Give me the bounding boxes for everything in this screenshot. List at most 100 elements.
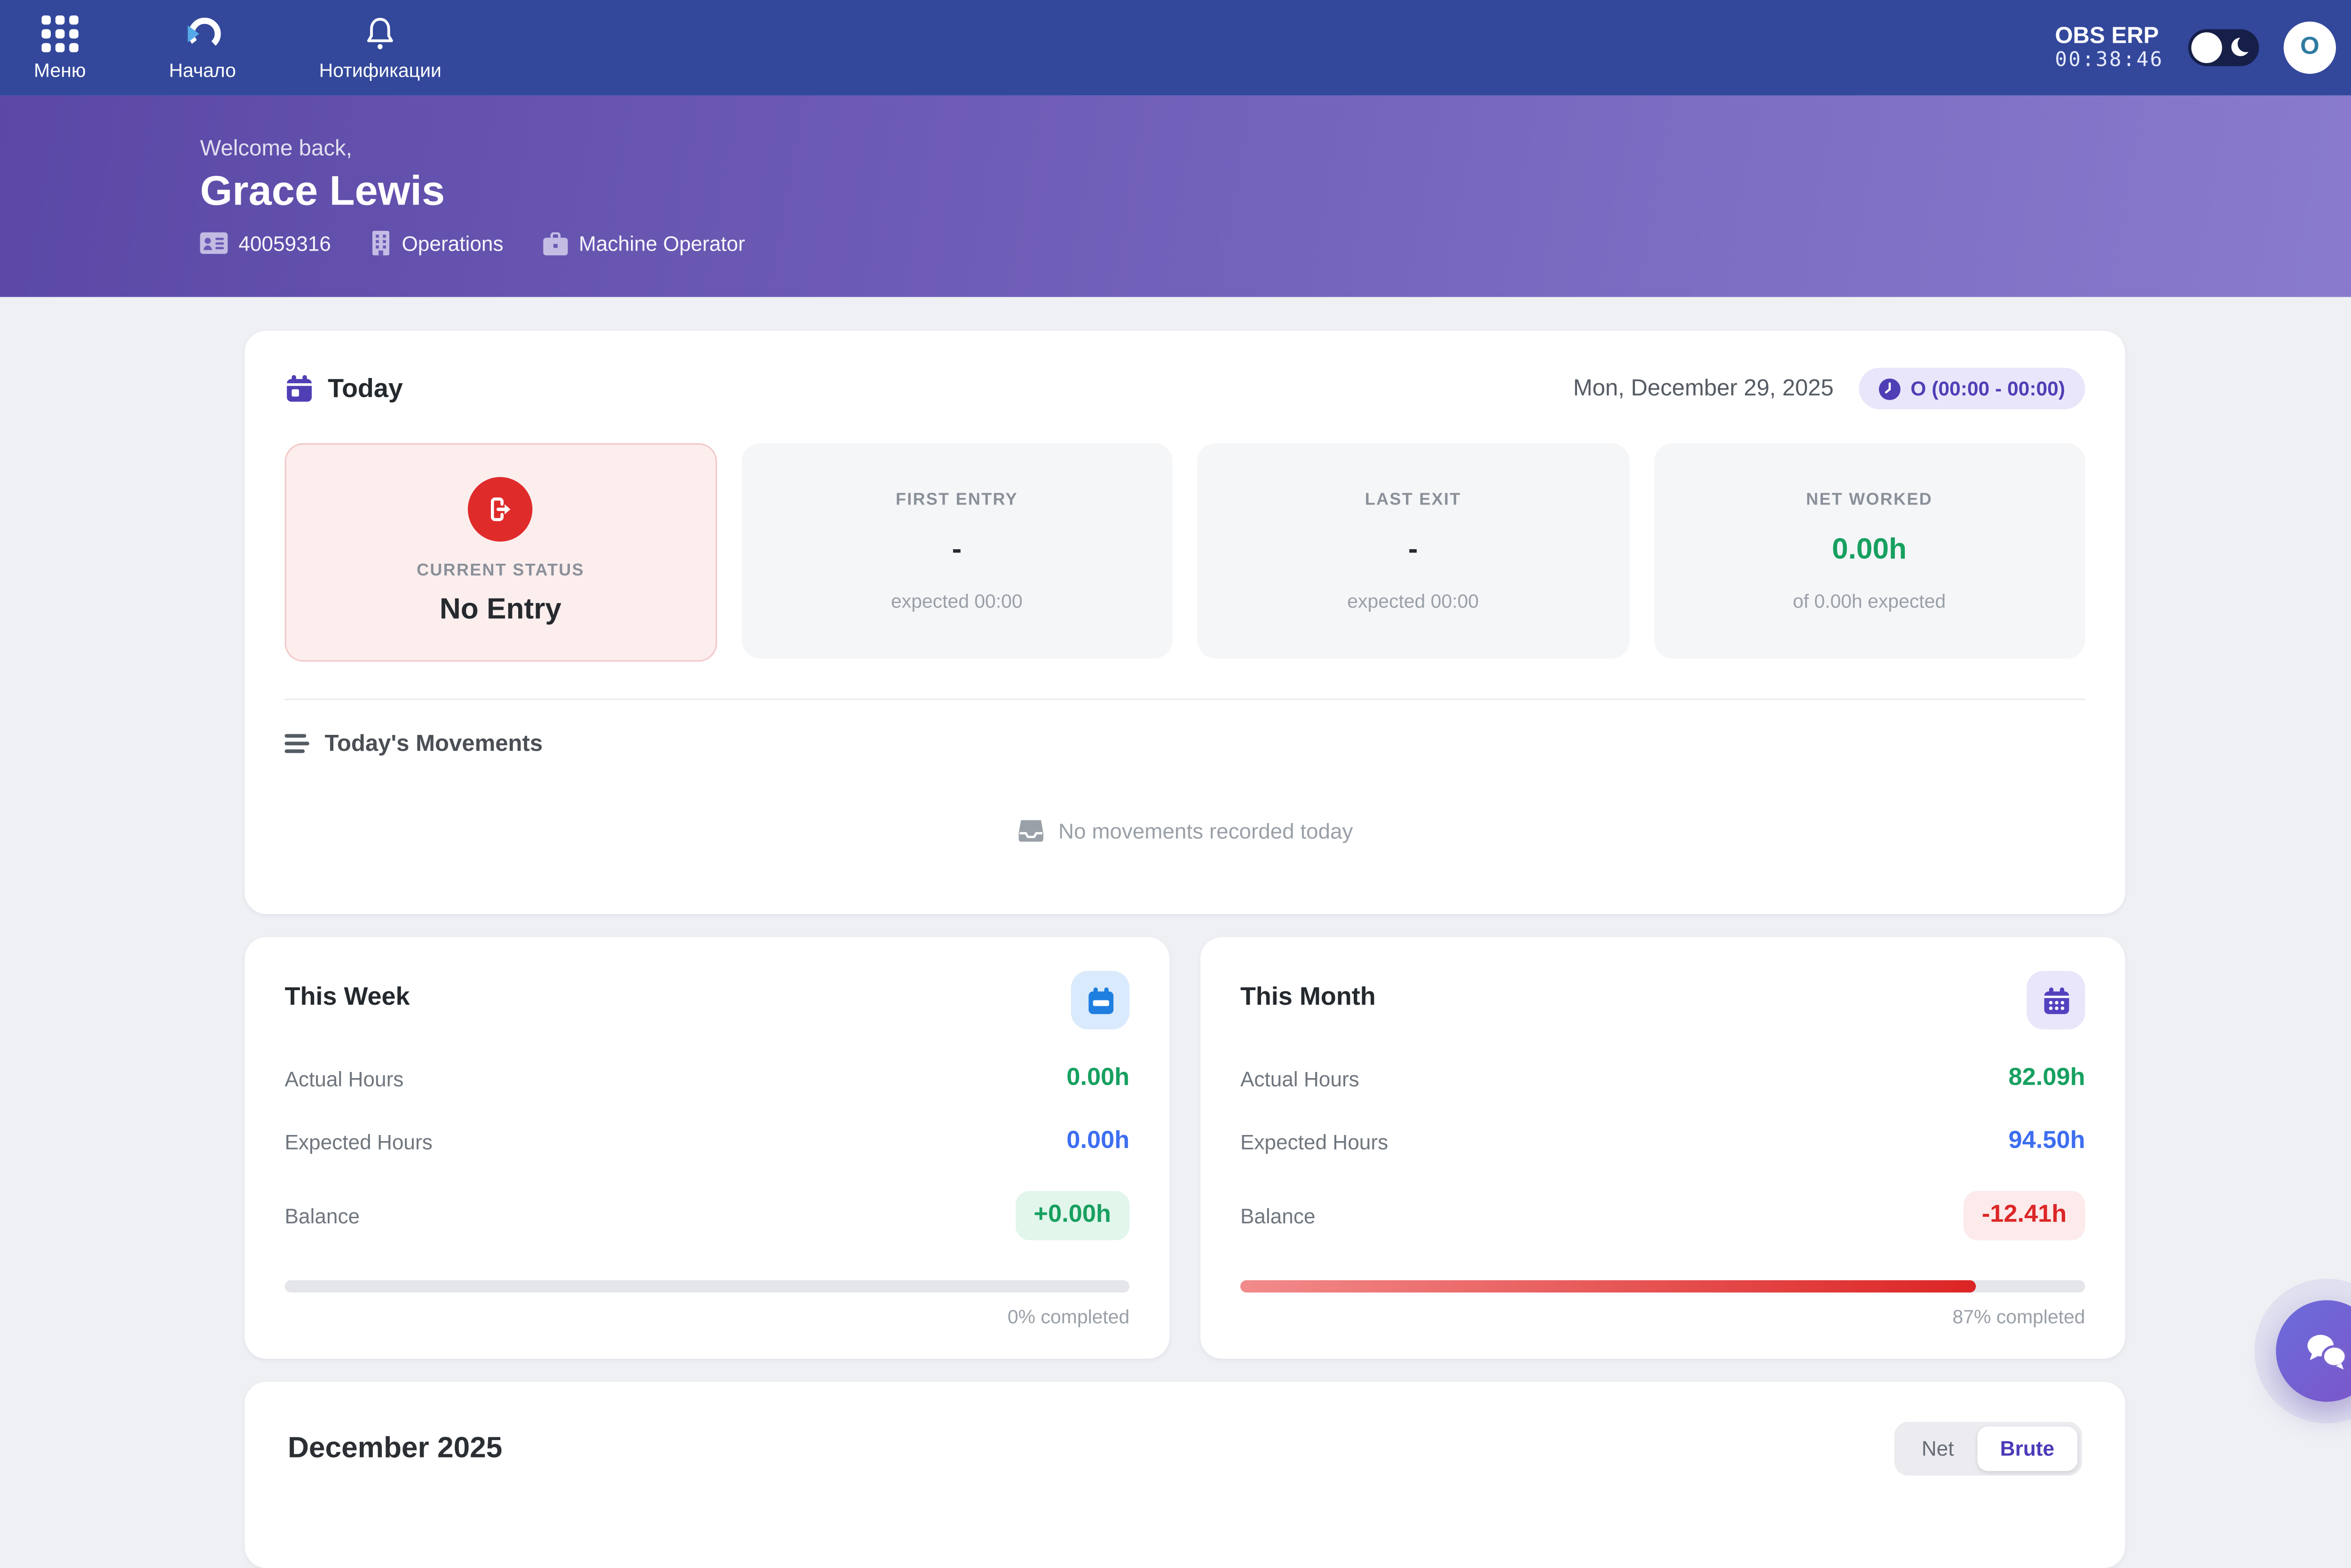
week-completed-text: 0% completed [1007, 1306, 1130, 1328]
month-expected-row: Expected Hours 94.50h [1240, 1128, 2085, 1156]
week-balance-row: Balance +0.00h [284, 1191, 1130, 1240]
brand-clock: 00:38:46 [2055, 49, 2164, 72]
month-balance-label: Balance [1240, 1204, 1316, 1228]
first-entry-expected: expected 00:00 [891, 590, 1023, 612]
brand-title: OBS ERP [2055, 23, 2159, 49]
hero-meta: 40059316 Operations Machine Oper [200, 230, 2351, 256]
week-title: This Week [284, 983, 410, 1011]
last-exit-label: LAST EXIT [1365, 490, 1461, 509]
calendar-icon [287, 375, 312, 402]
today-title: Today [328, 373, 403, 402]
employee-id-item: 40059316 [200, 232, 331, 255]
bell-icon [363, 15, 397, 52]
month-actual-row: Actual Hours 82.09h [1240, 1065, 2085, 1093]
chat-bubbles-icon [2307, 1335, 2347, 1370]
schedule-badge-text: O (00:00 - 00:00) [1910, 377, 2066, 400]
clock-icon [1878, 378, 1900, 400]
month-section-title: December 2025 [288, 1432, 503, 1465]
status-circle [468, 477, 533, 542]
month-expected-label: Expected Hours [1240, 1130, 1389, 1153]
this-month-card: This Month Actual Hours [1200, 937, 2125, 1359]
today-card: Today Mon, December 29, 2025 O (00:00 - … [245, 331, 2125, 914]
month-actual-label: Actual Hours [1240, 1067, 1359, 1090]
chat-fab-button[interactable] [2276, 1300, 2351, 1402]
week-expected-value: 0.00h [1066, 1127, 1130, 1154]
welcome-text: Welcome back, [200, 137, 352, 162]
week-icon-badge [1071, 971, 1130, 1030]
job-title: Machine Operator [578, 231, 745, 255]
nav-home-label: Начало [169, 59, 236, 81]
month-calendar-icon [2043, 986, 2068, 1014]
nav-notifications-label: Нотификации [319, 59, 442, 81]
month-actual-value: 82.09h [2008, 1064, 2085, 1091]
week-expected-row: Expected Hours 0.00h [284, 1128, 1129, 1156]
obs-logo-icon [182, 15, 222, 52]
week-actual-row: Actual Hours 0.00h [284, 1065, 1129, 1093]
last-exit-value: - [1408, 533, 1418, 566]
month-balance-row: Balance -12.41h [1240, 1191, 2085, 1240]
department: Operations [402, 231, 504, 255]
list-icon [284, 734, 309, 753]
hero-header: Welcome back, Grace Lewis 40059316 [0, 95, 2351, 297]
first-entry-label: FIRST ENTRY [895, 490, 1018, 509]
grid-menu-icon [41, 15, 79, 52]
nav-item-menu[interactable]: Меню [34, 15, 86, 81]
nav-menu-label: Меню [34, 59, 86, 81]
navbar-right-cluster: OBS ERP 00:38:46 O [2055, 21, 2336, 74]
id-card-icon [200, 232, 228, 254]
today-card-header: Today Mon, December 29, 2025 O (00:00 - … [284, 368, 2085, 410]
net-worked-tile: NET WORKED 0.00h of 0.00h expected [1653, 443, 2085, 659]
movements-empty-text: No movements recorded today [1058, 819, 1353, 843]
week-progress-track [284, 1280, 1130, 1293]
user-name: Grace Lewis [200, 167, 445, 214]
net-button[interactable]: Net [1899, 1426, 1977, 1471]
movements-empty-state: No movements recorded today [284, 757, 2085, 883]
logout-icon [491, 497, 511, 521]
today-title-group: Today [284, 373, 403, 404]
department-item: Operations [371, 230, 504, 256]
nav-item-notifications[interactable]: Нотификации [319, 15, 442, 81]
top-navbar: Меню Начало Нотификации OBS ERP [0, 0, 2351, 95]
first-entry-value: - [952, 533, 962, 566]
month-expected-value: 94.50h [2008, 1127, 2085, 1154]
net-worked-value: 0.00h [1832, 533, 1907, 566]
month-balance-value: -12.41h [1963, 1191, 2085, 1240]
status-value: No Entry [439, 594, 562, 627]
inbox-icon [1018, 820, 1043, 842]
month-progress-track [1240, 1280, 2085, 1293]
month-icon-badge [2027, 971, 2085, 1030]
current-status-tile: CURRENT STATUS No Entry [284, 443, 717, 662]
moon-icon [2230, 35, 2255, 66]
month-progress-fill [1240, 1280, 1975, 1293]
brute-button[interactable]: Brute [1977, 1426, 2078, 1471]
movements-header: Today's Movements [284, 698, 2085, 757]
month-title: This Month [1240, 983, 1376, 1011]
week-calendar-icon [1088, 986, 1113, 1014]
today-header-right: Mon, December 29, 2025 O (00:00 - 00:00) [1573, 368, 2085, 410]
last-exit-expected: expected 00:00 [1347, 590, 1479, 612]
movements-title: Today's Movements [324, 731, 543, 757]
dark-mode-toggle[interactable] [2188, 29, 2259, 66]
first-entry-tile: FIRST ENTRY - expected 00:00 [741, 443, 1173, 659]
schedule-badge: O (00:00 - 00:00) [1858, 368, 2085, 410]
net-brute-toggle: Net Brute [1893, 1422, 2083, 1476]
last-exit-tile: LAST EXIT - expected 00:00 [1197, 443, 1629, 659]
december-card: December 2025 Net Brute [245, 1381, 2125, 1568]
stats-row: This Week Actual Hours 0.00h [245, 937, 2125, 1359]
net-worked-expected: of 0.00h expected [1792, 590, 1946, 612]
today-tiles: CURRENT STATUS No Entry FIRST ENTRY - ex… [284, 443, 2085, 662]
net-worked-label: NET WORKED [1806, 490, 1933, 509]
week-expected-label: Expected Hours [284, 1130, 433, 1153]
week-actual-label: Actual Hours [284, 1067, 404, 1090]
week-balance-value: +0.00h [1015, 1191, 1130, 1240]
week-balance-label: Balance [284, 1204, 360, 1228]
status-label: CURRENT STATUS [417, 561, 584, 580]
nav-item-home[interactable]: Начало [169, 15, 236, 81]
position-item: Machine Operator [543, 231, 745, 255]
employee-id: 40059316 [238, 231, 331, 255]
user-avatar[interactable]: O [2283, 21, 2336, 74]
this-week-card: This Week Actual Hours 0.00h [245, 937, 1170, 1359]
month-completed-text: 87% completed [1952, 1306, 2085, 1328]
briefcase-icon [543, 231, 568, 255]
